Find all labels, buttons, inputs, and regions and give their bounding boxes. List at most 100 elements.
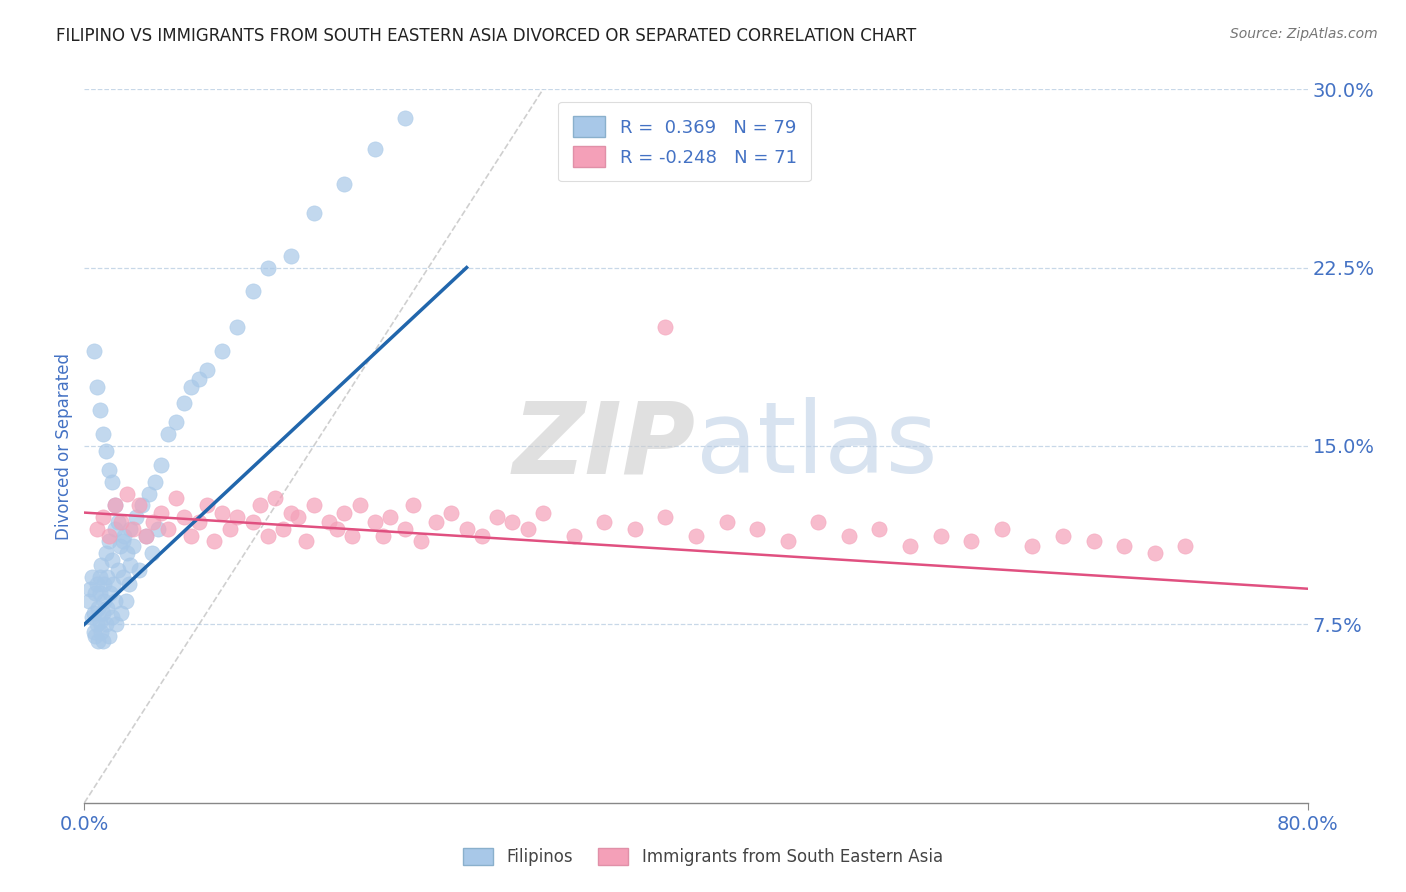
Point <box>593 515 616 529</box>
Point <box>104 499 127 513</box>
Point <box>125 510 148 524</box>
Point <box>211 506 233 520</box>
Point <box>86 522 108 536</box>
Point <box>120 522 142 536</box>
Point <box>173 396 195 410</box>
Point <box>104 522 127 536</box>
Point <box>97 463 120 477</box>
Point <box>101 610 124 624</box>
Point <box>218 522 240 536</box>
Point <box>180 379 202 393</box>
Point <box>89 615 111 629</box>
Point <box>96 600 118 615</box>
Point <box>502 515 524 529</box>
Point <box>340 529 363 543</box>
Point <box>1143 546 1166 560</box>
Point <box>80 570 103 584</box>
Point <box>93 577 115 591</box>
Legend: R =  0.369   N = 79, R = -0.248   N = 71: R = 0.369 N = 79, R = -0.248 N = 71 <box>558 102 811 181</box>
Point <box>111 570 134 584</box>
Point <box>280 249 302 263</box>
Point <box>104 499 127 513</box>
Point <box>1114 539 1136 553</box>
Point <box>654 510 676 524</box>
Point <box>173 510 195 524</box>
Point <box>104 593 127 607</box>
Point <box>516 522 538 536</box>
Point <box>188 372 211 386</box>
Point <box>898 539 921 553</box>
Point <box>149 506 172 520</box>
Point <box>1021 539 1043 553</box>
Point <box>108 539 131 553</box>
Text: FILIPINO VS IMMIGRANTS FROM SOUTH EASTERN ASIA DIVORCED OR SEPARATED CORRELATION: FILIPINO VS IMMIGRANTS FROM SOUTH EASTER… <box>56 27 917 45</box>
Point <box>89 570 111 584</box>
Point <box>128 563 150 577</box>
Y-axis label: Divorced or Separated: Divorced or Separated <box>55 352 73 540</box>
Point <box>838 529 860 543</box>
Point <box>77 593 100 607</box>
Point <box>143 475 166 489</box>
Point <box>371 529 394 543</box>
Point <box>333 506 356 520</box>
Point <box>249 499 271 513</box>
Point <box>97 534 120 549</box>
Point <box>146 522 169 536</box>
Point <box>115 486 138 500</box>
Point <box>115 546 138 560</box>
Point <box>110 515 132 529</box>
Point <box>114 593 136 607</box>
Point <box>242 515 264 529</box>
Point <box>807 515 830 529</box>
Text: ZIP: ZIP <box>513 398 696 494</box>
Point <box>107 563 129 577</box>
Point <box>747 522 769 536</box>
Point <box>90 558 112 572</box>
Point <box>128 499 150 513</box>
Point <box>318 515 340 529</box>
Point <box>110 606 132 620</box>
Point <box>716 515 738 529</box>
Point <box>1174 539 1197 553</box>
Text: atlas: atlas <box>696 398 938 494</box>
Point <box>302 206 325 220</box>
Point <box>138 486 160 500</box>
Point <box>325 522 347 536</box>
Point <box>364 515 387 529</box>
Point <box>287 510 309 524</box>
Point <box>409 534 432 549</box>
Point <box>89 403 111 417</box>
Point <box>118 577 141 591</box>
Point <box>394 111 416 125</box>
Point <box>165 491 187 506</box>
Point <box>960 534 983 549</box>
Point <box>135 529 157 543</box>
Point <box>91 427 114 442</box>
Point <box>91 634 114 648</box>
Point <box>94 546 117 560</box>
Point <box>685 529 707 543</box>
Legend: Filipinos, Immigrants from South Eastern Asia: Filipinos, Immigrants from South Eastern… <box>456 840 950 875</box>
Point <box>97 529 120 543</box>
Point <box>991 522 1014 536</box>
Point <box>869 522 891 536</box>
Point <box>380 510 402 524</box>
Point <box>86 617 108 632</box>
Point <box>103 577 125 591</box>
Point <box>195 363 218 377</box>
Point <box>86 577 108 591</box>
Point <box>242 285 264 299</box>
Point <box>105 617 128 632</box>
Point <box>101 553 124 567</box>
Point <box>80 610 103 624</box>
Point <box>93 593 115 607</box>
Point <box>188 515 211 529</box>
Point <box>280 506 302 520</box>
Point <box>226 320 249 334</box>
Point <box>264 491 287 506</box>
Point <box>94 443 117 458</box>
Point <box>89 586 111 600</box>
Point <box>929 529 952 543</box>
Point <box>157 522 180 536</box>
Point <box>142 515 165 529</box>
